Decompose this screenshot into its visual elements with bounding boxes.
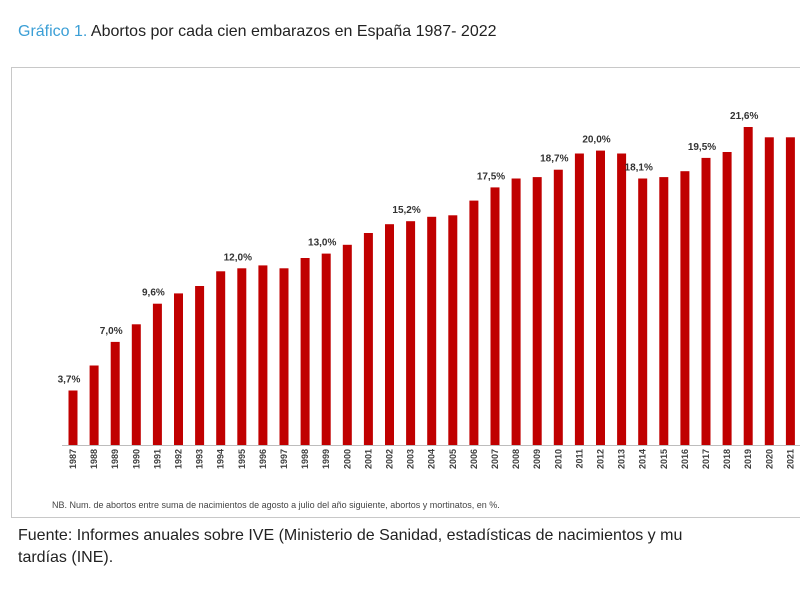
x-tick-label-2000: 2000 xyxy=(342,449,352,469)
x-tick-label-2015: 2015 xyxy=(659,449,669,469)
bar-1993 xyxy=(195,286,205,445)
x-tick-label-2011: 2011 xyxy=(574,449,584,469)
x-tick-label-1991: 1991 xyxy=(152,449,162,469)
chart-note: NB. Num. de abortos entre suma de nacimi… xyxy=(52,500,500,510)
data-label-2010: 18,7% xyxy=(540,154,568,165)
x-tick-label-2013: 2013 xyxy=(617,449,627,469)
source-line-1: Fuente: Informes anuales sobre IVE (Mini… xyxy=(18,527,683,544)
bar-1988 xyxy=(89,365,99,445)
x-tick-label-2018: 2018 xyxy=(722,449,732,469)
x-tick-label-1998: 1998 xyxy=(300,449,310,469)
x-tick-label-2014: 2014 xyxy=(638,449,648,469)
x-tick-label-1988: 1988 xyxy=(89,449,99,469)
bar-1991 xyxy=(152,303,162,445)
data-label-2019: 21,6% xyxy=(730,111,758,122)
data-label-1987: 3,7% xyxy=(58,375,81,386)
bar-1997 xyxy=(279,268,289,445)
bar-2002 xyxy=(385,224,394,445)
bar-2015 xyxy=(659,177,669,445)
bar-2013 xyxy=(617,153,627,445)
bar-2018 xyxy=(722,152,732,445)
x-tick-label-1992: 1992 xyxy=(174,449,184,469)
x-tick-label-2003: 2003 xyxy=(406,449,416,469)
bar-2000 xyxy=(342,244,352,445)
chart-title: Gráfico 1. Abortos por cada cien embaraz… xyxy=(18,23,497,41)
x-tick-label-2005: 2005 xyxy=(448,449,458,469)
bar-2007 xyxy=(490,187,500,445)
bar-1999 xyxy=(321,253,331,445)
x-tick-label-2007: 2007 xyxy=(490,449,500,469)
bar-2001 xyxy=(363,233,373,445)
bar-2003 xyxy=(406,221,416,445)
bar-2005 xyxy=(448,215,458,445)
bar-2009 xyxy=(532,177,542,445)
x-tick-label-2002: 2002 xyxy=(385,449,395,469)
x-tick-label-2008: 2008 xyxy=(511,449,521,469)
x-tick-label-1993: 1993 xyxy=(195,449,205,469)
bar-1995 xyxy=(237,268,247,445)
x-tick-label-2019: 2019 xyxy=(743,449,753,469)
bar-1990 xyxy=(131,324,141,445)
data-label-1999: 13,0% xyxy=(308,238,336,249)
bar-1992 xyxy=(174,293,183,445)
bar-2020 xyxy=(764,137,774,446)
bar-2016 xyxy=(680,171,690,445)
x-tick-label-1999: 1999 xyxy=(321,449,331,469)
data-label-2017: 19,5% xyxy=(688,142,716,153)
data-label-2007: 17,5% xyxy=(477,171,505,182)
x-tick-label-2006: 2006 xyxy=(469,449,479,469)
x-tick-label-1996: 1996 xyxy=(258,449,268,469)
bar-1987 xyxy=(68,390,78,445)
bar-2014 xyxy=(638,178,648,445)
x-tick-label-2020: 2020 xyxy=(764,449,774,469)
data-label-2003: 15,2% xyxy=(392,205,420,216)
data-label-2012: 20,0% xyxy=(582,135,610,146)
data-label-1991: 9,6% xyxy=(142,288,165,299)
bar-2021 xyxy=(785,137,795,446)
source-line-2: tardías (INE). xyxy=(18,549,114,566)
x-tick-label-2001: 2001 xyxy=(363,449,373,469)
bar-2019 xyxy=(743,127,753,445)
data-label-1995: 12,0% xyxy=(224,252,252,263)
bar-2017 xyxy=(701,157,711,445)
bar-2012 xyxy=(596,150,605,445)
data-label-2014: 18,1% xyxy=(625,163,653,174)
bar-1989 xyxy=(110,341,120,445)
x-tick-label-1989: 1989 xyxy=(110,449,120,469)
bar-2011 xyxy=(574,153,584,445)
x-tick-label-2017: 2017 xyxy=(701,449,711,469)
bar-2008 xyxy=(511,178,521,445)
x-tick-label-1997: 1997 xyxy=(279,449,289,469)
x-tick-label-1995: 1995 xyxy=(237,449,247,469)
x-tick-label-1990: 1990 xyxy=(131,449,141,469)
x-tick-label-2016: 2016 xyxy=(680,449,690,469)
bar-1994 xyxy=(216,271,226,445)
x-tick-label-2021: 2021 xyxy=(785,449,795,469)
bar-1996 xyxy=(258,265,268,445)
data-label-1989: 7,0% xyxy=(100,326,123,337)
x-tick-label-1994: 1994 xyxy=(216,449,226,469)
source-text: Fuente: Informes anuales sobre IVE (Mini… xyxy=(18,525,800,569)
chart-title-label: Gráfico 1. xyxy=(18,23,88,40)
bar-1998 xyxy=(300,258,310,445)
x-tick-label-2012: 2012 xyxy=(596,449,606,469)
x-tick-label-2010: 2010 xyxy=(553,449,563,469)
bar-2010 xyxy=(553,169,563,445)
x-tick-label-2009: 2009 xyxy=(532,449,542,469)
bar-2004 xyxy=(427,216,437,445)
chart-frame xyxy=(11,67,800,518)
x-tick-label-1987: 1987 xyxy=(68,449,78,469)
bar-2006 xyxy=(469,200,479,445)
x-tick-label-2004: 2004 xyxy=(427,449,437,469)
chart-title-text: Abortos por cada cien embarazos en Españ… xyxy=(87,23,497,40)
